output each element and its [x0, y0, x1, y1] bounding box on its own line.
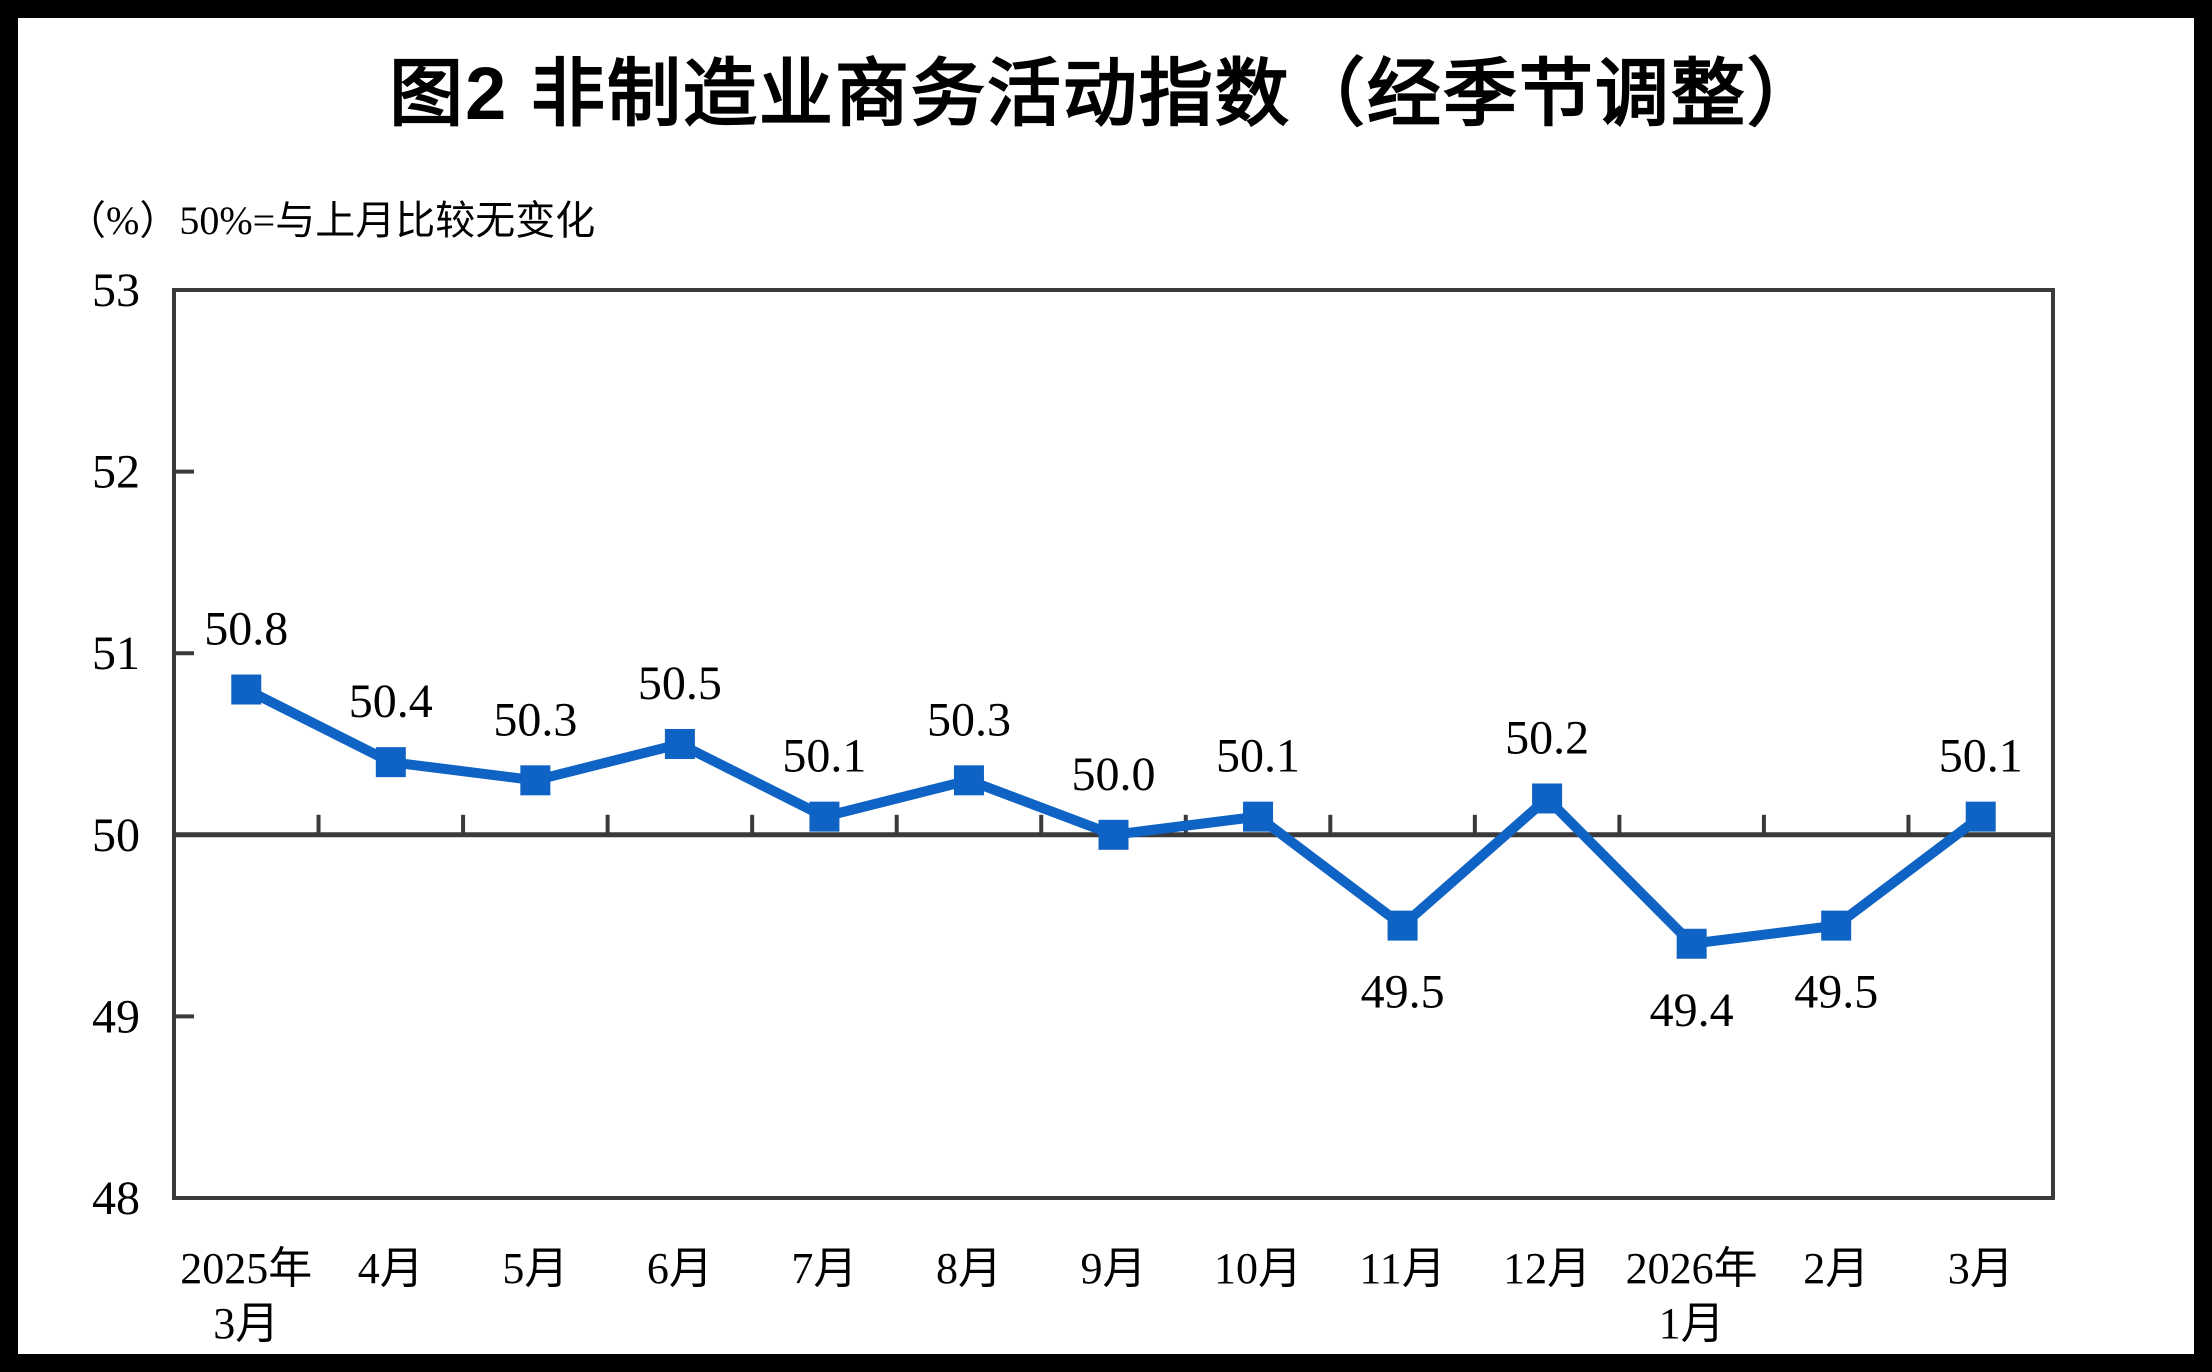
data-point-marker — [809, 801, 840, 832]
y-axis-tick-label: 52 — [92, 446, 140, 499]
y-axis-tick-label: 53 — [92, 264, 140, 317]
data-point-label: 49.5 — [1361, 966, 1445, 1019]
data-point-label: 50.1 — [782, 730, 866, 783]
x-axis-label: 2025年 3月 — [180, 1244, 312, 1348]
x-axis-label: 11月 — [1359, 1244, 1445, 1293]
data-point-marker — [953, 765, 984, 796]
data-point-label: 50.1 — [1939, 730, 2023, 783]
data-point-label: 50.0 — [1072, 748, 1156, 801]
x-axis-label: 7月 — [791, 1244, 857, 1293]
x-axis-label: 5月 — [502, 1244, 568, 1293]
data-point-marker — [1965, 801, 1996, 832]
x-axis-label: 12月 — [1503, 1244, 1591, 1293]
data-point-label: 50.2 — [1505, 711, 1589, 764]
x-axis-label: 6月 — [647, 1244, 713, 1293]
x-axis-label: 9月 — [1081, 1244, 1147, 1293]
x-axis-label: 4月 — [358, 1244, 424, 1293]
y-axis-tick-label: 48 — [92, 1172, 140, 1225]
data-point-label: 50.3 — [493, 693, 577, 746]
plot-area-border — [172, 288, 2055, 1200]
x-axis-label: 10月 — [1214, 1244, 1302, 1293]
x-axis-label: 2月 — [1803, 1244, 1869, 1293]
data-point-label: 50.1 — [1216, 730, 1300, 783]
chart-title: 图2 非制造业商务活动指数（经季节调整） — [389, 52, 1823, 135]
y-axis-tick-label: 50 — [92, 809, 140, 862]
axis-unit-note: （%）50%=与上月比较无变化 — [66, 198, 596, 243]
data-point-marker — [520, 765, 551, 796]
data-point-label: 49.4 — [1650, 984, 1734, 1037]
y-axis-tick-label: 49 — [92, 990, 140, 1043]
data-point-marker — [1387, 910, 1418, 941]
x-axis-label: 2026年 1月 — [1626, 1244, 1758, 1348]
data-point-marker — [1532, 783, 1563, 814]
data-point-marker — [1821, 910, 1852, 941]
data-point-label: 50.3 — [927, 693, 1011, 746]
data-point-marker — [1676, 928, 1707, 959]
data-point-label: 50.5 — [638, 657, 722, 710]
data-point-label: 50.4 — [349, 675, 433, 728]
data-point-marker — [375, 747, 406, 778]
data-point-label: 50.8 — [204, 603, 288, 656]
y-axis-tick-label: 51 — [92, 627, 140, 680]
data-point-label: 49.5 — [1794, 966, 1878, 1019]
x-axis-label: 8月 — [936, 1244, 1002, 1293]
data-point-marker — [1098, 819, 1129, 850]
data-point-marker — [664, 729, 695, 759]
x-axis-label: 3月 — [1948, 1244, 2014, 1293]
data-point-marker — [231, 674, 262, 705]
data-point-marker — [1243, 801, 1274, 832]
